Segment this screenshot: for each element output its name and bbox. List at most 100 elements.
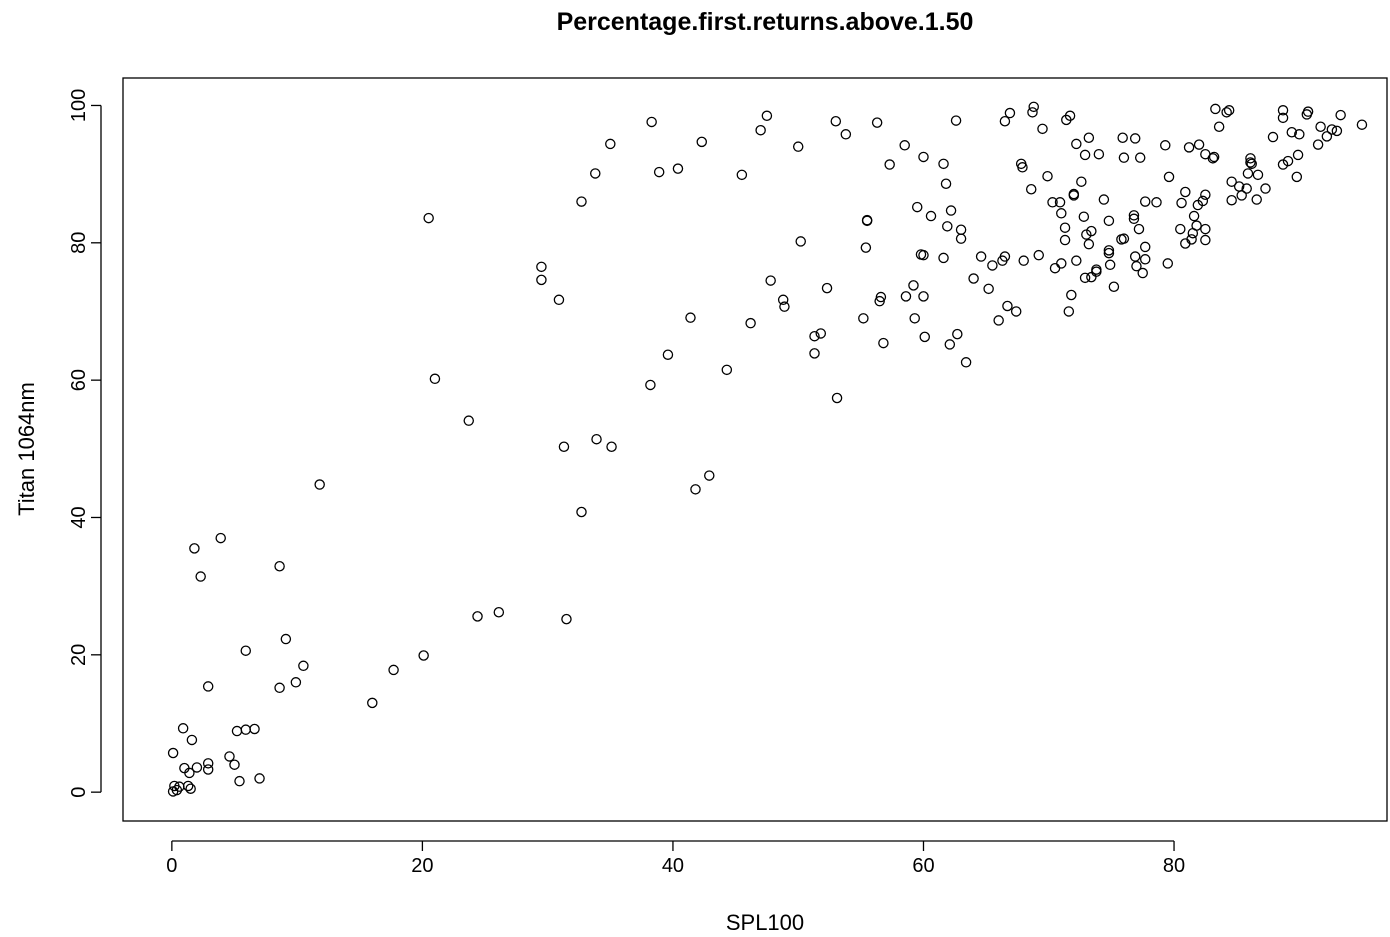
data-point [884, 159, 895, 170]
data-point [1076, 176, 1087, 187]
data-point [553, 294, 565, 306]
data-point [779, 301, 790, 312]
data-point [918, 291, 929, 302]
data-point [761, 110, 773, 122]
data-point [950, 115, 962, 126]
data-point [795, 236, 806, 247]
data-point [429, 373, 441, 385]
data-point [1139, 196, 1151, 207]
data-point [1134, 152, 1146, 163]
data-point [938, 158, 949, 170]
data-point [1160, 140, 1171, 151]
data-point [645, 379, 656, 391]
data-point [280, 633, 292, 645]
data-point [792, 141, 804, 152]
data-point [234, 775, 245, 787]
y-tick-label: 0 [68, 787, 90, 798]
data-point [290, 677, 302, 688]
data-point [1302, 106, 1314, 117]
data-point [1139, 241, 1151, 253]
data-point [1315, 121, 1326, 133]
data-point [167, 747, 179, 759]
data-point [1210, 103, 1221, 115]
data-point [875, 291, 887, 303]
data-point [606, 441, 617, 453]
data-point [1277, 112, 1289, 124]
data-point [975, 251, 987, 262]
data-point [1128, 210, 1140, 221]
data-point [605, 138, 616, 150]
data-point [1037, 123, 1048, 135]
y-tick-label: 20 [68, 644, 90, 666]
data-point [999, 251, 1011, 262]
data-point [960, 357, 972, 368]
data-point [815, 328, 827, 339]
data-point [202, 764, 214, 775]
data-point [1079, 149, 1091, 161]
data-point [1103, 215, 1115, 227]
data-point [493, 606, 505, 618]
data-point [685, 312, 696, 323]
data-point [1252, 169, 1264, 181]
y-axis-title: Titan 1064nm [14, 382, 39, 516]
data-point [653, 166, 665, 178]
data-point [177, 723, 189, 734]
data-point [1098, 194, 1110, 205]
data-point [918, 249, 929, 261]
data-point [591, 433, 602, 445]
data-point [1213, 121, 1225, 133]
data-point [274, 682, 285, 694]
data-point [229, 759, 240, 770]
data-point [1163, 171, 1175, 183]
data-point [1018, 255, 1029, 266]
data-point [189, 543, 200, 554]
data-point [945, 205, 957, 216]
data-point [987, 260, 998, 271]
data-point [423, 212, 434, 224]
data-point [561, 613, 572, 625]
data-point [899, 140, 910, 151]
data-point [878, 337, 889, 349]
data-point [1335, 109, 1346, 121]
data-point [1104, 259, 1116, 271]
data-point [1093, 148, 1105, 160]
data-point [919, 331, 930, 343]
data-point [186, 734, 198, 746]
data-point [1049, 262, 1061, 274]
data-point [911, 201, 923, 213]
data-point [1133, 223, 1145, 235]
data-point [942, 221, 953, 232]
data-point [1175, 223, 1186, 235]
plot-frame [122, 77, 1388, 822]
data-point [993, 315, 1004, 326]
data-point [184, 767, 195, 779]
data-point [1226, 176, 1237, 187]
data-point [809, 330, 820, 342]
x-tick-label: 20 [411, 855, 433, 877]
data-point [1200, 234, 1211, 246]
data-point [968, 273, 979, 284]
data-point [590, 168, 601, 179]
data-point [672, 163, 684, 174]
data-point [1191, 220, 1202, 231]
data-point [777, 294, 789, 306]
data-point [1242, 168, 1254, 179]
data-point [830, 116, 842, 127]
data-point [1042, 170, 1053, 182]
data-points [167, 101, 1368, 797]
x-tick-label: 80 [1163, 855, 1185, 877]
y-axis: 0 20 40 60 80 100 [68, 89, 102, 798]
data-point [690, 484, 701, 495]
data-point [388, 664, 399, 676]
data-point [755, 124, 766, 136]
y-tick-label: 100 [68, 89, 90, 122]
data-point [1056, 258, 1067, 269]
data-point [860, 242, 872, 253]
data-point [1108, 281, 1120, 293]
data-point [169, 780, 180, 792]
data-point [418, 650, 429, 661]
data-point [1079, 272, 1091, 284]
data-point [1010, 306, 1022, 317]
data-point [1004, 107, 1016, 119]
